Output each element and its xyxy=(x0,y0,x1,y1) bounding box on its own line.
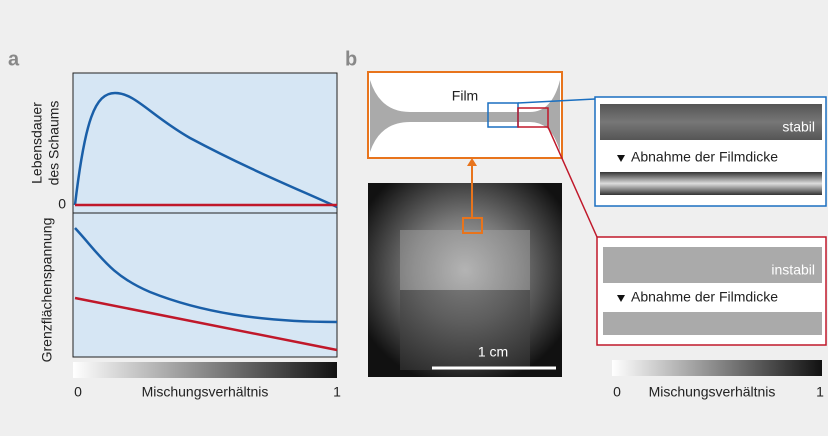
film-label: Film xyxy=(452,88,478,104)
y-label: des Schaums xyxy=(46,101,62,186)
plot-area xyxy=(73,73,337,357)
thin-film xyxy=(603,312,822,335)
x-end: 1 xyxy=(816,384,824,400)
arrow-text: Abnahme der Filmdicke xyxy=(631,289,778,305)
arrow-text: Abnahme der Filmdicke xyxy=(631,149,778,165)
liquid-texture xyxy=(400,290,530,370)
scale-label: 1 cm xyxy=(478,344,508,360)
foam-texture xyxy=(400,230,530,290)
x-start: 0 xyxy=(613,384,621,400)
x-label: Mischungsverhältnis xyxy=(649,384,776,400)
mix-gradient xyxy=(73,362,337,378)
x-end: 1 xyxy=(333,384,341,400)
stable-label: stabil xyxy=(782,119,815,135)
unstable-label: instabil xyxy=(771,262,815,278)
x-label: Mischungsverhältnis xyxy=(142,384,269,400)
zero-label: 0 xyxy=(58,196,66,212)
y-label: Grenzflächenspannung xyxy=(39,218,55,363)
thin-film xyxy=(600,172,822,195)
figure: a 0 Lebensdauer des Schaums Grenzflächen… xyxy=(0,0,828,436)
y-label: Lebensdauer xyxy=(29,102,45,184)
x-start: 0 xyxy=(74,384,82,400)
panel-label: b xyxy=(345,48,357,70)
panel-label: a xyxy=(8,48,20,70)
mix-gradient xyxy=(612,360,822,376)
